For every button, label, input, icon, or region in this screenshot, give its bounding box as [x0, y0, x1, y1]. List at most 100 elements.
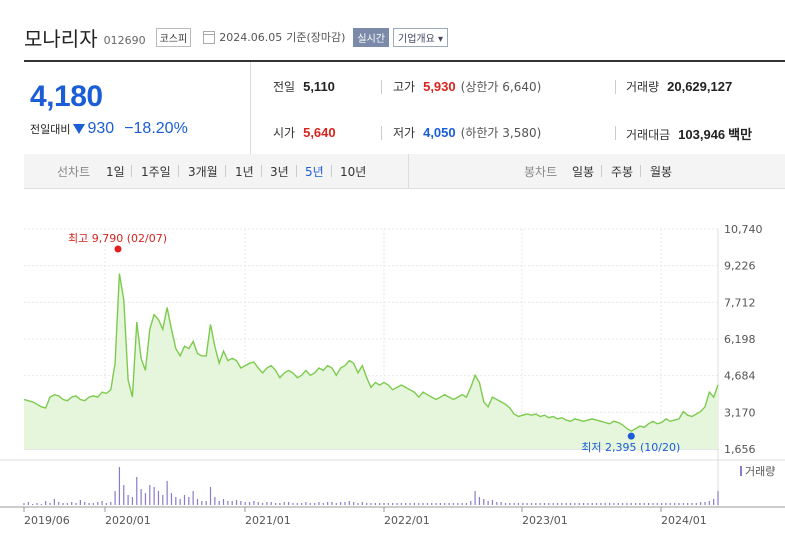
volume-bar [409, 503, 411, 505]
tab-3m[interactable]: 3개월 [188, 165, 218, 179]
price-panel: 4,180 전일대비 930 −18.20% [24, 62, 251, 162]
volume-bar [643, 503, 645, 505]
volume-bar [240, 501, 242, 505]
tab-monthly[interactable]: 월봉 [650, 165, 673, 179]
volume-bar [500, 502, 502, 505]
volume-bar [426, 503, 428, 505]
volume-bar [309, 503, 311, 505]
high-annotation: 최고 9,790 (02/07) [68, 232, 167, 245]
change-amount: 930 [87, 120, 115, 137]
volume-bar [565, 503, 567, 505]
volume-bar [530, 503, 533, 505]
tab-divider [640, 165, 641, 177]
high-marker [114, 245, 122, 253]
divider [615, 126, 616, 140]
volume-bar [713, 499, 715, 505]
tab-1d[interactable]: 1일 [106, 165, 125, 179]
volume-bar [543, 503, 546, 505]
volume-bar [235, 500, 238, 505]
y-tick-label: 9,226 [724, 260, 756, 273]
volume-bar [327, 502, 329, 505]
volume-bar [279, 503, 281, 505]
volume-bar [470, 501, 472, 505]
tab-5y[interactable]: 5년 [305, 165, 324, 179]
volume-bar [101, 501, 103, 505]
volume-bar [366, 503, 368, 505]
quote-date: 2024.06.05 [219, 30, 283, 44]
volume-bar [478, 497, 481, 505]
volume-bar [335, 503, 337, 505]
volume-bar [457, 503, 459, 505]
prev-label: 전일 [273, 80, 296, 94]
stock-header: 모나리자 012690 코스피 2024.06.05 기준(장마감) 실시간 기… [24, 22, 449, 52]
volume-bar [257, 502, 259, 505]
candle-chart-label: 봉차트 [524, 165, 558, 179]
volume-bar [448, 503, 450, 505]
volume-bar [179, 499, 181, 505]
tab-3y[interactable]: 3년 [270, 165, 289, 179]
volume-bar [630, 503, 632, 505]
volume-bar [700, 502, 702, 505]
tab-1w[interactable]: 1주일 [141, 165, 171, 179]
tab-1y[interactable]: 1년 [235, 165, 254, 179]
volume-bar [183, 495, 186, 505]
volume-bar [487, 501, 489, 505]
volume-bar [348, 501, 350, 505]
y-tick-label: 3,170 [724, 406, 756, 419]
volume-bar [648, 503, 650, 505]
volume-bar [266, 502, 268, 505]
volume-bar [40, 504, 42, 505]
volume-bar [361, 502, 363, 505]
tab-10y[interactable]: 10년 [340, 165, 367, 179]
volume-bar [617, 503, 619, 505]
volume-bar [79, 500, 81, 505]
volume-bar [465, 503, 468, 505]
volume-bar [396, 503, 398, 505]
volume-bar [574, 503, 576, 505]
prev-close: 전일 5,110 [273, 78, 335, 95]
volume-bar [569, 503, 572, 505]
volume-bar [253, 501, 255, 505]
volume-bar [639, 503, 641, 505]
stock-name: 모나리자 [24, 26, 98, 51]
high-label: 고가 [393, 80, 416, 94]
y-tick-label: 1,656 [724, 443, 756, 456]
change-label: 전일대비 [30, 123, 71, 136]
volume-bar [23, 503, 25, 505]
volume-bar [97, 502, 99, 505]
volume-bar [413, 503, 415, 505]
volume-bar [517, 503, 520, 505]
realtime-button[interactable]: 실시간 [353, 27, 389, 47]
company-overview-dropdown[interactable]: 기업개요 ▾ [393, 27, 449, 47]
volume-bar [71, 502, 73, 505]
open-value: 5,640 [303, 125, 336, 140]
volume-bar [665, 503, 667, 505]
volume-bar [175, 497, 177, 505]
tab-divider [261, 165, 262, 177]
volume-bar [587, 503, 589, 505]
volume-bar [166, 481, 168, 505]
tab-weekly[interactable]: 주봉 [611, 165, 634, 179]
volume-bar [88, 503, 90, 505]
volume-bar [118, 467, 121, 505]
volume-bar [201, 501, 203, 505]
volume-bar [36, 503, 38, 505]
volume-bar [66, 503, 68, 505]
volume-bar [274, 503, 277, 505]
volume-bar [383, 503, 385, 505]
volume-bar [431, 503, 433, 505]
tab-daily[interactable]: 일봉 [572, 165, 595, 179]
volume-bar [634, 503, 637, 505]
x-tick-label: 2021/01 [245, 514, 291, 527]
volume-bar [539, 503, 541, 505]
volume-bar [656, 503, 658, 505]
volume-bar [717, 491, 719, 505]
volume-bar [353, 502, 355, 505]
volume-bar [149, 485, 151, 505]
x-tick-label: 2022/01 [384, 514, 430, 527]
volume-bar [535, 503, 537, 505]
high-price: 고가 5,930 (상한가 6,640) [393, 78, 541, 95]
volume-bar [153, 487, 155, 505]
volume-bar [405, 503, 407, 505]
